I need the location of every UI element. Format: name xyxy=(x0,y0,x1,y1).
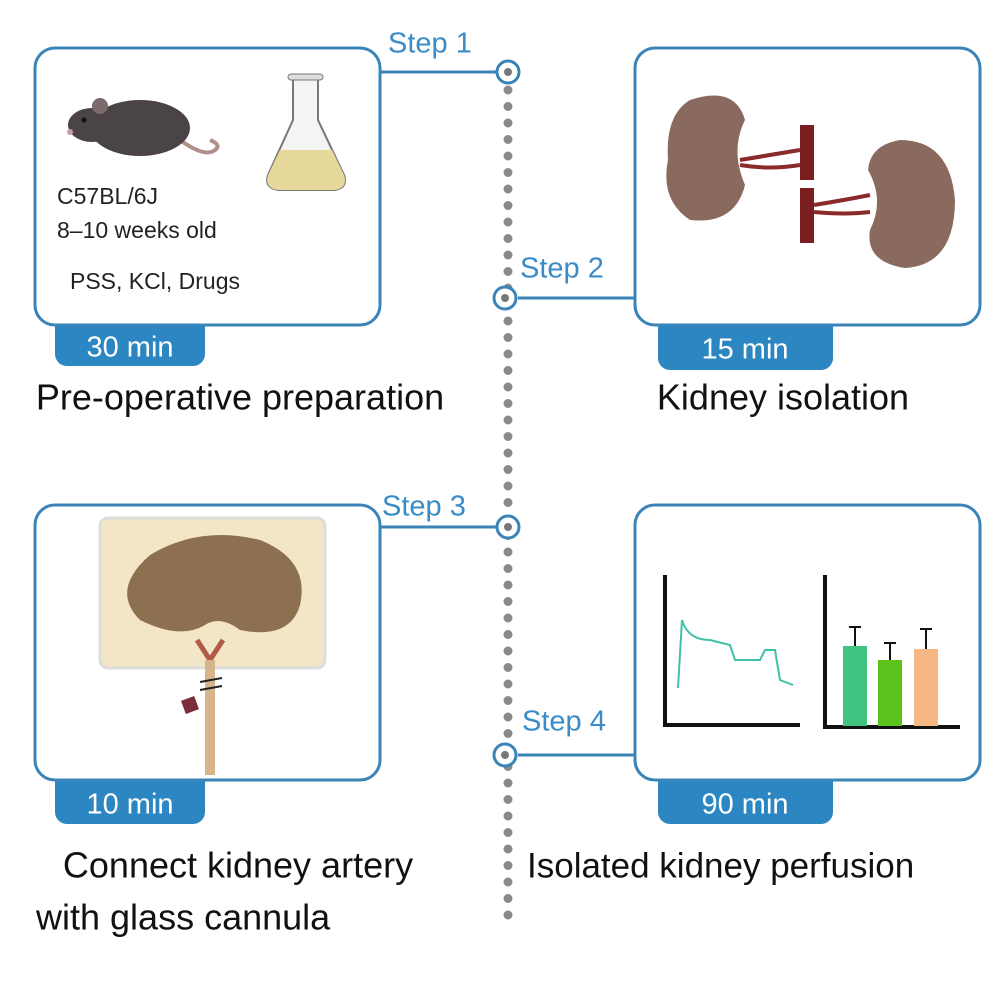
flask-icon xyxy=(266,73,346,191)
step-node-dot xyxy=(504,68,512,76)
step-box xyxy=(633,503,982,782)
results-icon xyxy=(663,575,960,729)
note: PSS, KCl, Drugs xyxy=(70,268,240,294)
cannulation-icon xyxy=(98,516,327,775)
caption: Isolated kidney perfusion xyxy=(527,846,914,885)
step-node-dot xyxy=(504,523,512,531)
caption: Connect kidney artery xyxy=(63,845,413,886)
time-label: 10 min xyxy=(86,789,173,821)
caption: Pre-operative preparation xyxy=(36,377,444,418)
kidney-pair-icon xyxy=(666,95,955,268)
caption: with glass cannula xyxy=(35,897,331,938)
step-label: Step 3 xyxy=(382,491,466,523)
mouse-icon xyxy=(67,98,220,156)
step-label: Step 2 xyxy=(520,253,604,285)
step-label: Step 4 xyxy=(522,706,606,738)
time-label: 90 min xyxy=(701,789,788,821)
time-label: 30 min xyxy=(86,332,173,364)
step-node-dot xyxy=(501,751,509,759)
step-node-dot xyxy=(501,294,509,302)
caption: Kidney isolation xyxy=(657,377,909,418)
note: C57BL/6J xyxy=(57,183,158,209)
note: 8–10 weeks old xyxy=(57,217,217,243)
step-label: Step 1 xyxy=(388,28,472,60)
time-label: 15 min xyxy=(701,334,788,366)
